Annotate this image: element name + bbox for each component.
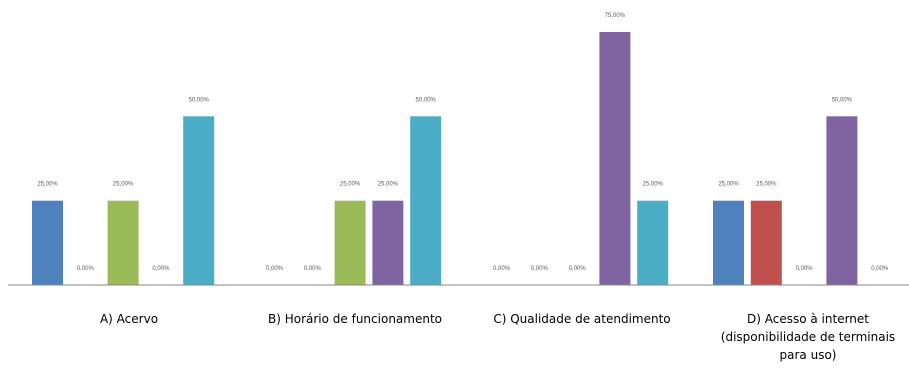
data-label: 25,00% (378, 182, 399, 188)
bar (334, 200, 366, 285)
category-labels-layer: A) Acervo B) Horário de funcionamento C) Q… (100, 312, 895, 362)
bar (107, 200, 139, 285)
data-label: 0,00% (569, 266, 587, 272)
data-label: 0,00% (871, 266, 889, 272)
bar (750, 200, 782, 285)
data-label: 25,00% (718, 182, 739, 188)
data-label: 25,00% (340, 182, 361, 188)
bars-layer (32, 32, 858, 285)
data-label: 0,00% (493, 266, 511, 272)
data-label: 25,00% (113, 182, 134, 188)
data-label: 50,00% (416, 97, 437, 103)
category-label: para uso) (780, 348, 837, 362)
data-label: 25,00% (756, 182, 777, 188)
bar (32, 200, 63, 285)
data-labels-layer: 25,00% 0,00% 25,00% 0,00% 50,00% 0,00% 0,00% 25… (37, 13, 889, 272)
data-label: 25,00% (643, 182, 664, 188)
data-label: 50,00% (189, 97, 210, 103)
data-label: 0,00% (152, 266, 170, 272)
data-label: 0,00% (304, 266, 322, 272)
bar (826, 116, 858, 285)
category-label: C) Qualidade de atendimento (493, 312, 670, 326)
bar (183, 116, 215, 285)
data-label: 75,00% (605, 13, 626, 19)
category-label: B) Horário de funcionamento (268, 312, 442, 326)
data-label: 0,00% (266, 266, 284, 272)
bar (410, 116, 442, 285)
data-label: 50,00% (832, 97, 853, 103)
bar (713, 200, 744, 285)
data-label: 0,00% (77, 266, 95, 272)
bar (637, 200, 669, 285)
bar (599, 32, 631, 285)
data-label: 0,00% (531, 266, 549, 272)
category-label: A) Acervo (100, 312, 158, 326)
category-label: (disponibilidade de terminais (721, 330, 895, 344)
data-label: 25,00% (37, 182, 58, 188)
category-label: D) Acesso à internet (747, 312, 869, 326)
data-label: 0,00% (796, 266, 814, 272)
bar (372, 200, 404, 285)
